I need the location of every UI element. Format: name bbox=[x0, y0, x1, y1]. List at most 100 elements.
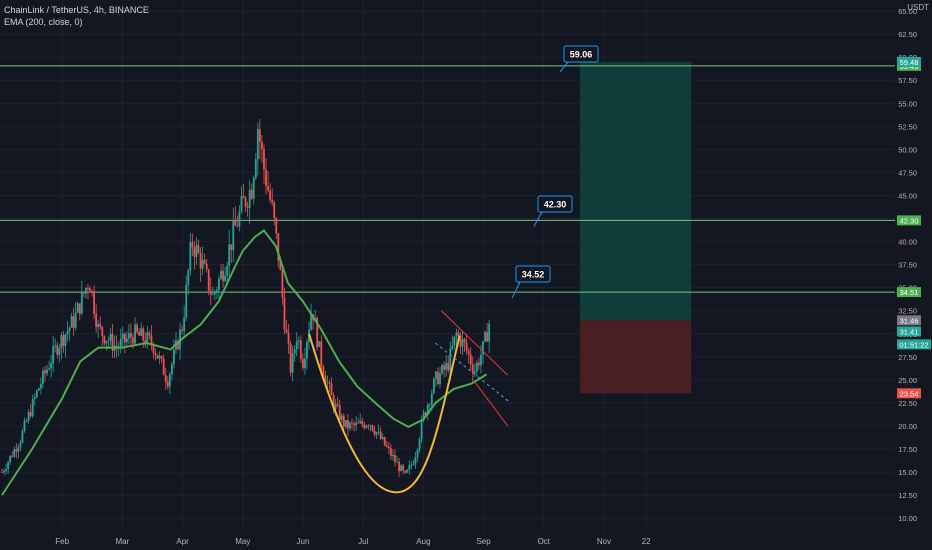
price-badge[interactable] bbox=[897, 315, 921, 326]
price-tick-label: 37.50 bbox=[898, 261, 917, 270]
candle-body bbox=[416, 449, 419, 458]
candle-body bbox=[173, 349, 175, 365]
candle-body bbox=[154, 353, 157, 355]
callout-box[interactable] bbox=[515, 265, 551, 283]
candle-body bbox=[142, 328, 145, 341]
candle-body bbox=[469, 354, 472, 365]
candle-body bbox=[394, 454, 396, 462]
candle-body bbox=[160, 356, 163, 359]
candle-body bbox=[35, 390, 38, 398]
candle-body bbox=[107, 340, 110, 342]
candle-body bbox=[70, 316, 73, 328]
candle-body bbox=[68, 327, 71, 332]
candle-body bbox=[58, 348, 61, 355]
candle-body bbox=[168, 374, 171, 387]
price-tick-label: 65.00 bbox=[898, 7, 917, 16]
position-zones[interactable] bbox=[579, 61, 692, 394]
level-labels[interactable]: 59.06 42.30 34.52 bbox=[511, 45, 599, 299]
ema-line bbox=[1, 229, 488, 496]
channel-upper-line[interactable] bbox=[441, 310, 509, 376]
candle-body bbox=[447, 363, 450, 371]
time-tick-label: Apr bbox=[176, 537, 189, 546]
candle-body bbox=[443, 365, 446, 370]
candle-body bbox=[342, 415, 345, 427]
candle-body bbox=[246, 206, 249, 208]
candle-body bbox=[21, 430, 24, 443]
candle-body bbox=[453, 336, 456, 346]
candle-body bbox=[256, 129, 259, 160]
drawings[interactable] bbox=[308, 310, 512, 494]
candle-body bbox=[146, 332, 149, 345]
callout-box[interactable] bbox=[563, 45, 599, 63]
candle-body bbox=[42, 370, 44, 385]
time-tick-label: Aug bbox=[416, 537, 430, 546]
candle-body bbox=[361, 421, 364, 425]
profit-zone[interactable] bbox=[579, 61, 692, 321]
candle-body bbox=[136, 324, 138, 332]
candle-body bbox=[97, 323, 100, 328]
candle-body bbox=[218, 278, 220, 290]
candle-body bbox=[50, 363, 53, 369]
candle-body bbox=[17, 447, 20, 452]
candle-body bbox=[414, 457, 417, 465]
callout-pointer bbox=[559, 61, 569, 73]
level-axis-badge[interactable] bbox=[897, 215, 921, 226]
ema-200-line bbox=[1, 229, 488, 496]
price-tick-label: 47.50 bbox=[898, 168, 917, 177]
candle-body bbox=[306, 341, 308, 359]
candle-body bbox=[82, 291, 85, 294]
candle-body bbox=[349, 422, 351, 429]
horizontal-levels[interactable] bbox=[0, 65, 895, 293]
callout-label: 34.52 bbox=[522, 270, 545, 280]
candle-body bbox=[62, 335, 65, 346]
candle-body bbox=[101, 326, 104, 336]
candle-body bbox=[283, 297, 286, 330]
candle-body bbox=[410, 464, 413, 466]
candle-body bbox=[304, 358, 306, 369]
indicator-legend[interactable]: EMA (200, close, 0) bbox=[4, 17, 83, 27]
candle-body bbox=[482, 341, 484, 355]
price-badge[interactable] bbox=[897, 326, 921, 337]
price-axis[interactable]: 10.00 12.50 15.00 17.50 20.00 22.50 25.00 27.50… bbox=[897, 7, 931, 523]
candle-body bbox=[85, 288, 87, 294]
candle-body bbox=[263, 149, 265, 170]
candle-body bbox=[347, 420, 349, 429]
candle-body bbox=[291, 353, 294, 373]
price-badge[interactable] bbox=[897, 56, 921, 67]
candle-body bbox=[224, 275, 227, 282]
symbol-title[interactable]: ChainLink / TetherUS, 4h, BINANCE bbox=[4, 5, 149, 15]
level-axis-badge[interactable] bbox=[897, 287, 921, 298]
channel-lower-line[interactable] bbox=[474, 381, 509, 427]
candle-body bbox=[459, 335, 462, 347]
candle-body bbox=[13, 449, 16, 457]
candle-body bbox=[3, 470, 5, 473]
time-axis[interactable]: Feb Mar Apr May Jun Jul Aug Sep Oct Nov 22 bbox=[55, 537, 651, 546]
candle-body bbox=[385, 445, 388, 447]
candle-body bbox=[207, 269, 210, 291]
price-badge[interactable] bbox=[897, 388, 921, 399]
candle-body bbox=[201, 259, 204, 269]
candle-body bbox=[19, 442, 22, 448]
candle-body bbox=[439, 373, 441, 385]
candle-body bbox=[478, 362, 480, 366]
candle-body bbox=[320, 341, 323, 368]
callout-pointer bbox=[533, 211, 543, 227]
candle-body bbox=[93, 291, 96, 314]
price-tick-label: 10.00 bbox=[898, 514, 917, 523]
price-tick-label: 40.00 bbox=[898, 238, 917, 247]
candle-body bbox=[66, 331, 69, 335]
candle-body bbox=[377, 431, 380, 433]
projection-dashed-line[interactable] bbox=[435, 342, 512, 404]
callout-box[interactable] bbox=[537, 195, 573, 213]
price-badge[interactable] bbox=[897, 339, 931, 350]
candle-body bbox=[451, 345, 454, 349]
candle-body bbox=[23, 421, 26, 431]
candle-body bbox=[289, 343, 292, 373]
loss-zone[interactable] bbox=[579, 320, 692, 394]
time-tick-label: Sep bbox=[476, 537, 491, 546]
price-tick-label: 52.50 bbox=[898, 122, 917, 131]
candle-body bbox=[119, 338, 122, 348]
candle-body bbox=[398, 461, 400, 472]
cup-curve[interactable] bbox=[308, 333, 461, 494]
